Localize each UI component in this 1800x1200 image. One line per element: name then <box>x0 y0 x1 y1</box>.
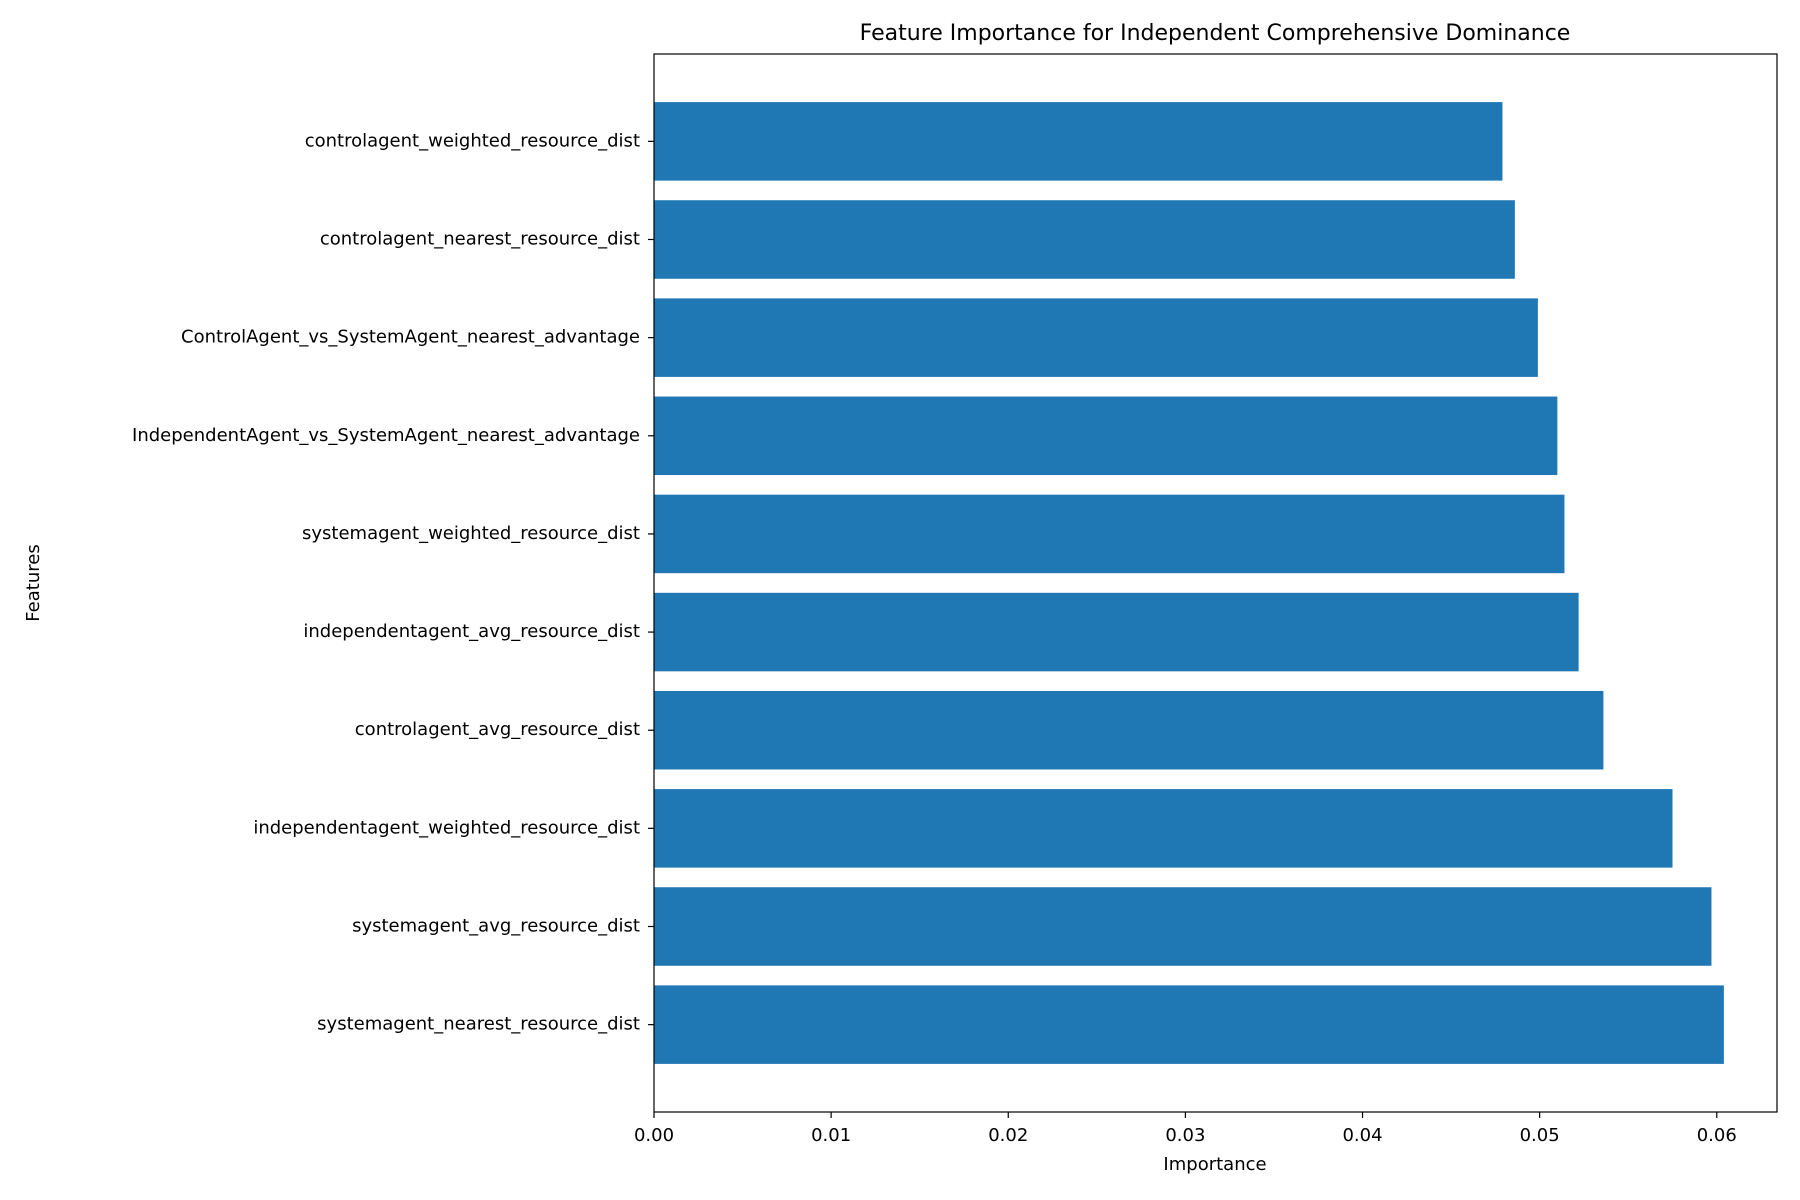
y-tick-label: independentagent_weighted_resource_dist <box>253 817 640 838</box>
y-axis-label: Features <box>23 544 44 621</box>
bar <box>654 985 1724 1064</box>
bar <box>654 690 1604 770</box>
x-tick-label: 0.00 <box>634 1125 674 1146</box>
y-tick-label: systemagent_avg_resource_dist <box>352 916 640 937</box>
bar <box>654 494 1565 574</box>
chart-title: Feature Importance for Independent Compr… <box>860 21 1571 46</box>
bar <box>654 789 1673 868</box>
y-tick-label: ControlAgent_vs_SystemAgent_nearest_adva… <box>181 327 640 348</box>
x-tick-label: 0.04 <box>1342 1125 1382 1146</box>
x-tick-label: 0.05 <box>1520 1125 1560 1146</box>
bar <box>654 298 1538 377</box>
y-tick-label: controlagent_weighted_resource_dist <box>305 130 640 151</box>
bar <box>654 200 1515 279</box>
x-tick-label: 0.06 <box>1697 1125 1737 1146</box>
plot-frame <box>653 53 1778 1113</box>
y-tick-label: controlagent_nearest_resource_dist <box>320 228 640 249</box>
bar <box>654 592 1579 672</box>
x-axis-label: Importance <box>1163 1154 1266 1175</box>
y-tick-label: controlagent_avg_resource_dist <box>355 719 640 740</box>
y-tick-label: independentagent_avg_resource_dist <box>303 621 640 642</box>
bar <box>654 396 1558 476</box>
x-tick-label: 0.03 <box>1165 1125 1205 1146</box>
y-tick-label: systemagent_weighted_resource_dist <box>302 523 640 544</box>
y-tick-label: systemagent_nearest_resource_dist <box>317 1014 640 1035</box>
x-tick-label: 0.02 <box>988 1125 1028 1146</box>
x-tick-label: 0.01 <box>811 1125 851 1146</box>
bar <box>654 887 1712 966</box>
bar <box>654 102 1503 181</box>
y-tick-label: IndependentAgent_vs_SystemAgent_nearest_… <box>132 425 640 446</box>
